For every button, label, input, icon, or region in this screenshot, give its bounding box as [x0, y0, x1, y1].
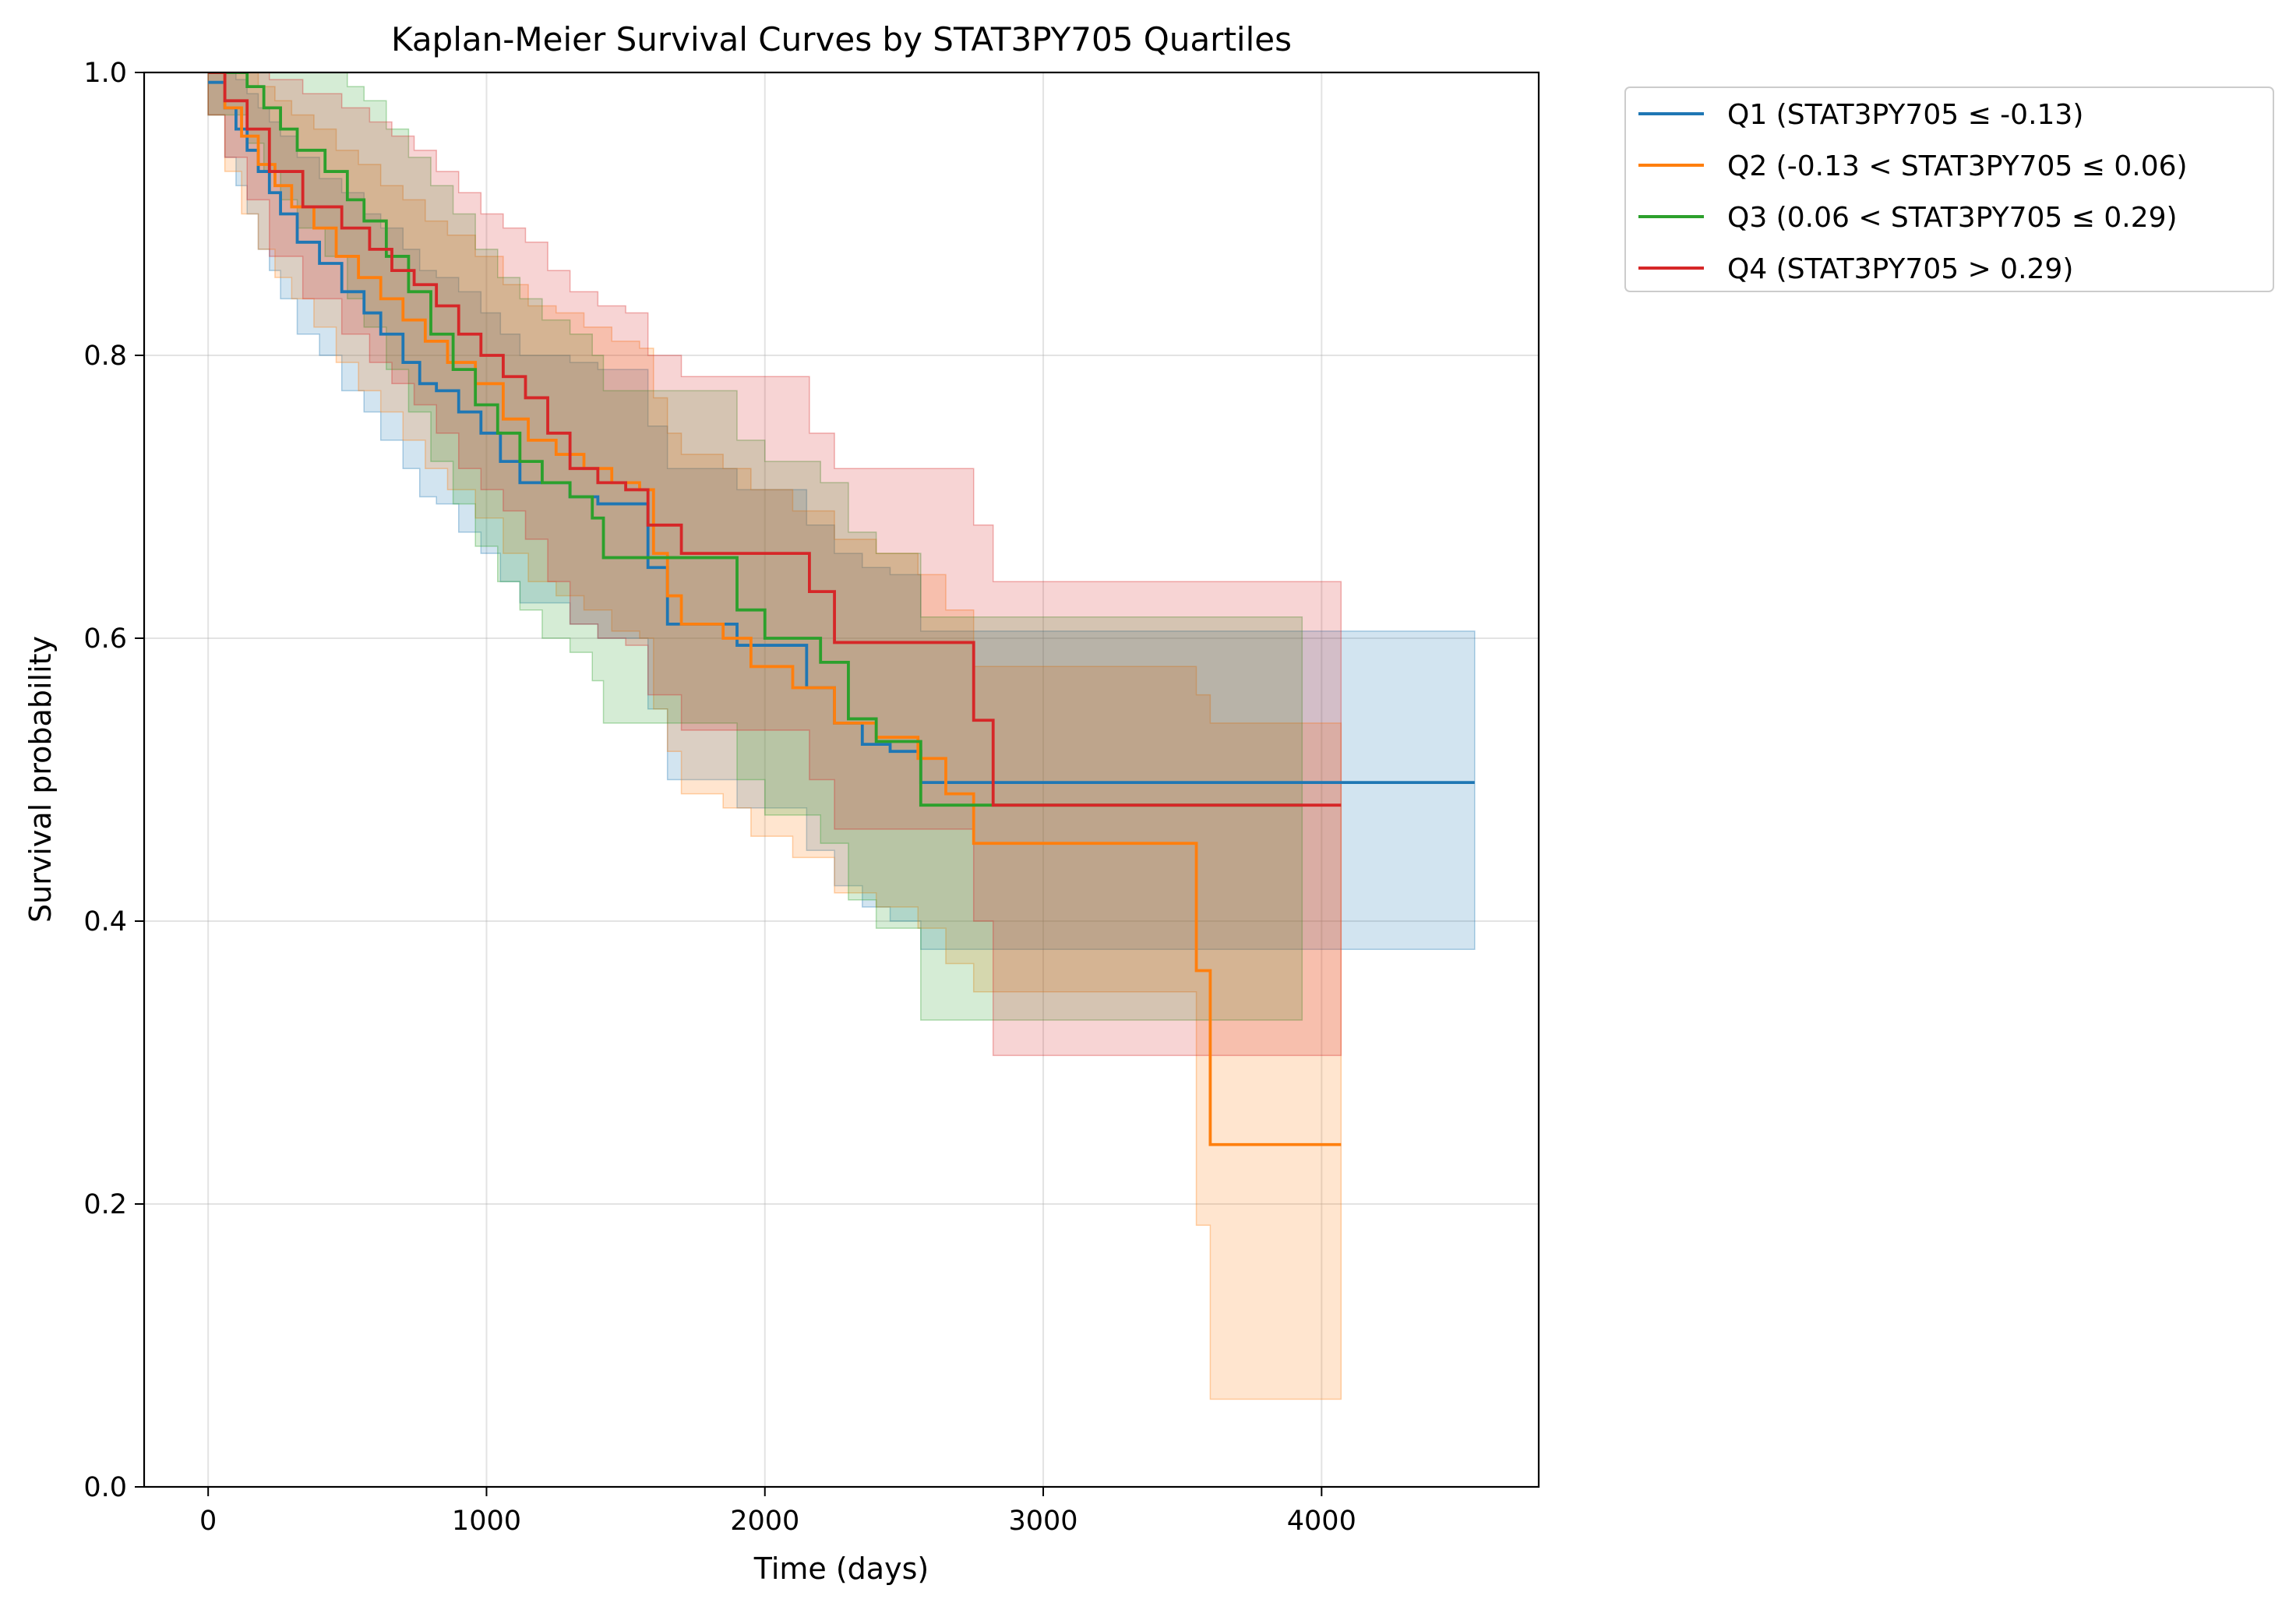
legend-label-q3: Q3 (0.06 < STAT3PY705 ≤ 0.29) — [1727, 202, 2178, 234]
y-tick-label: 0.2 — [83, 1189, 127, 1220]
chart-title: Kaplan-Meier Survival Curves by STAT3PY7… — [391, 20, 1292, 58]
survival-curve-q4 — [208, 72, 1342, 807]
x-tick-label: 4000 — [1287, 1506, 1356, 1537]
legend-label-q2: Q2 (-0.13 < STAT3PY705 ≤ 0.06) — [1727, 150, 2188, 182]
x-tick-label: 0 — [199, 1506, 217, 1537]
legend-box — [1624, 87, 2274, 292]
confidence-band-q1 — [207, 72, 1476, 951]
survival-curve-q3 — [208, 72, 1303, 807]
x-tick-label: 2000 — [730, 1506, 799, 1537]
survival-curves — [208, 72, 1475, 1146]
confidence-band-q4 — [207, 72, 1342, 1057]
y-tick-label: 0.4 — [83, 906, 127, 937]
x-axis-ticks: 0 1000 2000 3000 4000 — [199, 1487, 1356, 1537]
y-axis-ticks: 0.0 0.2 0.4 0.6 0.8 1.0 — [83, 58, 144, 1503]
x-tick-label: 3000 — [1008, 1506, 1077, 1537]
legend-label-q1: Q1 (STAT3PY705 ≤ -0.13) — [1727, 99, 2083, 131]
legend: Q1 (STAT3PY705 ≤ -0.13) Q2 (-0.13 < STAT3… — [1624, 87, 2274, 292]
y-tick-label: 0.6 — [83, 623, 127, 655]
y-tick-label: 0.0 — [83, 1472, 127, 1503]
x-axis-label: Time (days) — [753, 1552, 929, 1586]
plot-frame — [143, 71, 1540, 1488]
y-axis-label: Survival probability — [23, 636, 58, 923]
x-tick-label: 1000 — [452, 1506, 521, 1537]
survival-curve-q2 — [208, 72, 1342, 1146]
y-tick-label: 1.0 — [83, 58, 127, 89]
legend-label-q4: Q4 (STAT3PY705 > 0.29) — [1727, 253, 2073, 285]
y-tick-label: 0.8 — [83, 341, 127, 372]
